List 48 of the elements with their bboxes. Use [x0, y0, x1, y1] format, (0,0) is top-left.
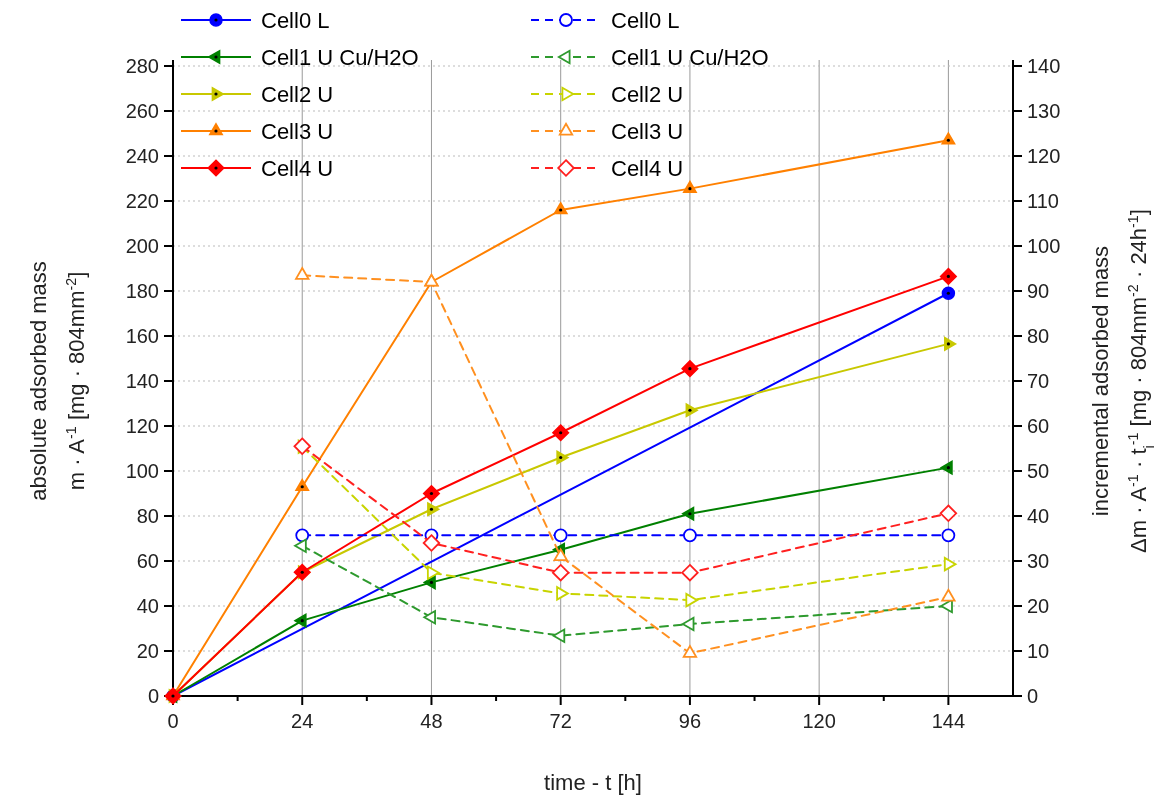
x-tick-label: 0: [167, 710, 179, 732]
y2-tick-label: 120: [1027, 145, 1061, 167]
y2-tick-label: 40: [1027, 505, 1050, 527]
y-tick-label: 220: [125, 190, 159, 212]
x-tick-label: 120: [802, 710, 836, 732]
legend-label: Cell1 U Cu/H2O: [611, 45, 769, 70]
legend-label: Cell3 U: [611, 119, 684, 144]
y-tick-label: 100: [125, 460, 159, 482]
y2-tick-label: 0: [1027, 685, 1039, 707]
legend-label: Cell0 L: [611, 8, 680, 33]
x-tick-label: 144: [931, 710, 966, 732]
legend-label: Cell2 U: [261, 82, 334, 107]
y2-tick-label: 90: [1027, 280, 1050, 302]
y-tick-label: 120: [125, 415, 159, 437]
x-tick-label: 48: [420, 710, 443, 732]
legend-label: Cell3 U: [261, 119, 334, 144]
legend-label: Cell4 U: [261, 156, 334, 181]
y-tick-label: 180: [125, 280, 159, 302]
y-tick-label: 200: [125, 235, 159, 257]
y2-tick-label: 10: [1027, 640, 1050, 662]
legend-label: Cell1 U Cu/H2O: [261, 45, 419, 70]
y-tick-label: 60: [136, 550, 159, 572]
y2-tick-label: 130: [1027, 100, 1061, 122]
y2-tick-label: 80: [1027, 325, 1050, 347]
y2-tick-label: 50: [1027, 460, 1050, 482]
y-tick-label: 0: [147, 685, 159, 707]
y2-tick-label: 110: [1027, 190, 1059, 212]
y-tick-label: 260: [125, 100, 159, 122]
y2-tick-label: 30: [1027, 550, 1050, 572]
legend-label: Cell0 L: [261, 8, 330, 33]
x-axis-title: time - t [h]: [544, 770, 642, 795]
y-tick-label: 280: [125, 55, 159, 77]
y-tick-label: 20: [136, 640, 159, 662]
y2-tick-label: 70: [1027, 370, 1050, 392]
y-tick-label: 40: [136, 595, 159, 617]
y2-tick-label: 140: [1027, 55, 1061, 77]
x-tick-label: 72: [549, 710, 572, 732]
y2-tick-label: 100: [1027, 235, 1061, 257]
y-tick-label: 160: [125, 325, 159, 347]
legend-label: Cell4 U: [611, 156, 684, 181]
legend-label: Cell2 U: [611, 82, 684, 107]
y-tick-label: 240: [125, 145, 159, 167]
y-tick-label: 140: [125, 370, 159, 392]
y2-tick-label: 20: [1027, 595, 1050, 617]
x-tick-label: 24: [291, 710, 314, 732]
x-tick-label: 96: [678, 710, 702, 732]
y-tick-label: 80: [136, 505, 159, 527]
y2-tick-label: 60: [1027, 415, 1050, 437]
